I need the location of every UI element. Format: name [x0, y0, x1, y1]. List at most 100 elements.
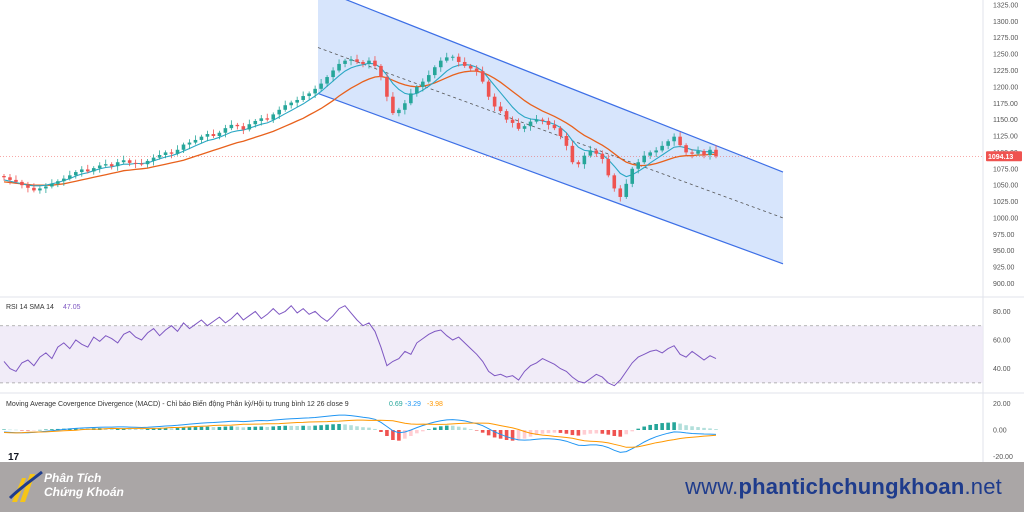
rsi-band-fill	[0, 325, 983, 383]
rsi-tick-label: 40.00	[993, 366, 1011, 373]
candle-body	[14, 179, 18, 182]
macd-histogram-bar	[600, 430, 605, 434]
rsi-tick-label: 80.00	[993, 309, 1011, 316]
chart-canvas[interactable]: 1325.00 1300.00 1275.00 1250.00 1225.00 1200.…	[0, 0, 1024, 462]
site-url-name: phantichchungkhoan	[738, 474, 965, 499]
candle-body	[415, 86, 419, 94]
candle-body	[558, 128, 563, 137]
candle-body	[26, 185, 30, 188]
macd-histogram-bar	[421, 430, 425, 432]
candle-body	[139, 163, 144, 165]
macd-histogram-bar	[193, 427, 198, 430]
candle-body	[361, 61, 365, 64]
channel-fill	[318, 0, 783, 264]
macd-histogram-bar	[391, 430, 395, 440]
logo-line-1: Phân Tích	[44, 471, 102, 485]
macd-histogram-bar	[546, 430, 551, 434]
price-tick-label: 1200.00	[993, 84, 1018, 91]
macd-histogram-bar	[145, 428, 150, 430]
macd-histogram-bar	[552, 430, 557, 433]
rsi-pane: RSI 14 SMA 14 47.05 80.00 60.00 40.00	[0, 304, 1011, 387]
macd-histogram-bar	[588, 430, 593, 434]
macd-histogram-bar	[534, 430, 539, 436]
macd-line	[3, 414, 717, 453]
rsi-tick-label: 60.00	[993, 338, 1011, 345]
candle-body	[163, 152, 168, 156]
macd-histogram-bar	[139, 429, 144, 430]
candle-body	[79, 169, 84, 173]
macd-histogram-bar	[438, 426, 443, 430]
candle-body	[576, 162, 581, 165]
macd-histogram-bar	[367, 427, 371, 430]
macd-histogram-bar	[115, 428, 120, 430]
macd-histogram-bar	[642, 426, 646, 430]
candle-body	[528, 121, 533, 127]
macd-histogram-bar	[223, 426, 228, 430]
candle-body	[289, 102, 293, 106]
candle-body	[217, 132, 222, 137]
candle-body	[684, 145, 688, 153]
macd-histogram-bar	[522, 430, 527, 439]
chart-area[interactable]: 1325.00 1300.00 1275.00 1250.00 1225.00 1200.…	[0, 0, 1024, 463]
macd-histogram-bar	[38, 429, 42, 431]
macd-histogram-bar	[319, 425, 323, 430]
macd-histogram-bar	[157, 428, 162, 430]
macd-histogram-bar	[540, 430, 545, 434]
macd-histogram-bar	[109, 428, 114, 430]
macd-histogram-bar	[702, 427, 706, 430]
price-tick-label: 1175.00	[993, 101, 1018, 108]
candle-body	[714, 149, 718, 157]
macd-value: -3.29	[405, 401, 421, 408]
macd-histogram-bar	[444, 425, 449, 430]
candle-body	[187, 142, 192, 145]
candle-body	[253, 120, 258, 125]
macd-histogram-bar	[343, 424, 347, 430]
candle-body	[654, 150, 658, 153]
macd-histogram-bar	[480, 430, 485, 433]
macd-histogram-bar	[373, 428, 377, 430]
macd-histogram-bar	[576, 430, 581, 436]
candle-body	[103, 164, 108, 166]
candle-body	[444, 57, 449, 61]
candle-body	[223, 128, 228, 133]
macd-histogram-bar	[492, 430, 497, 438]
candle-body	[450, 56, 455, 58]
rsi-line	[3, 304, 717, 387]
price-tick-label: 1075.00	[993, 166, 1018, 173]
candle-body	[56, 181, 60, 184]
candle-body	[367, 60, 371, 64]
macd-histogram-bar	[20, 430, 24, 431]
logo-line-2: Chứng Khoán	[44, 485, 124, 499]
candle-body	[546, 120, 551, 125]
macd-histogram-bar	[570, 430, 575, 436]
candle-body	[678, 136, 682, 146]
candle-body	[109, 164, 114, 167]
macd-histogram-bar	[678, 423, 682, 430]
candle-body	[468, 65, 473, 69]
price-tick-label: 1000.00	[993, 215, 1018, 222]
candle-body	[175, 149, 180, 154]
candle-body	[522, 126, 527, 129]
candle-body	[301, 96, 305, 100]
candle-body	[50, 183, 54, 187]
candle-body	[421, 81, 425, 87]
macd-histogram-bar	[271, 426, 276, 430]
candle-body	[630, 168, 635, 184]
candle-body	[32, 187, 36, 191]
candle-body	[8, 177, 12, 180]
macd-histogram-bar	[355, 426, 359, 430]
candle-body	[373, 60, 377, 66]
macd-histogram-bar	[618, 430, 623, 437]
macd-histogram-bar	[50, 429, 54, 430]
macd-histogram-bar	[32, 430, 36, 431]
macd-histogram-bar	[181, 427, 186, 430]
candle-body	[492, 96, 497, 107]
macd-signal-line	[3, 419, 717, 448]
candle-body	[121, 160, 126, 163]
macd-histogram-bar	[684, 425, 688, 430]
macd-histogram-bar	[295, 426, 299, 430]
macd-histogram-bar	[474, 430, 479, 431]
site-url[interactable]: www.phantichchungkhoan.net	[685, 474, 1002, 500]
candle-body	[397, 109, 401, 114]
macd-histogram-bar	[708, 428, 712, 430]
